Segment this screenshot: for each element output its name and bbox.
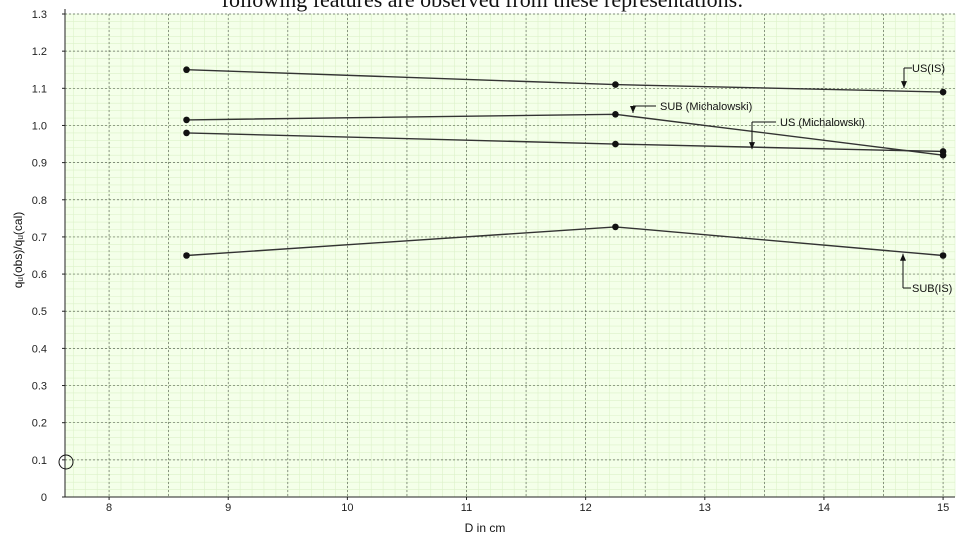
y-tick-label: 0.5 xyxy=(32,306,47,318)
y-tick-label: 1.1 xyxy=(32,83,47,95)
tick-labels: 8 9 10 11 12 13 14 15 0 0.1 0.2 0.3 0.4 0.5 0.6 0.7 0.8 0… xyxy=(32,9,950,514)
x-tick-label: 15 xyxy=(937,502,949,514)
annotation-sub-is: SUB(IS) xyxy=(912,283,952,295)
x-tick-label: 11 xyxy=(461,502,472,514)
data-point xyxy=(183,66,190,74)
x-tick-label: 13 xyxy=(699,502,711,514)
data-point xyxy=(612,111,619,118)
y-tick-label: 0.7 xyxy=(32,232,47,244)
data-points xyxy=(183,66,947,259)
y-tick-label: 1.2 xyxy=(32,46,47,58)
y-tick-label: 1.0 xyxy=(32,120,47,132)
y-axis-label: qᵤ(obs)/qᵤ(cal) xyxy=(11,212,25,289)
annotation-sub-michalowski: SUB (Michalowski) xyxy=(660,101,752,113)
data-point xyxy=(183,252,190,259)
data-point xyxy=(939,252,947,259)
x-tick-label: 14 xyxy=(818,502,830,514)
annotation-us-michalowski: US (Michalowski) xyxy=(780,117,865,129)
data-point xyxy=(939,148,947,155)
y-tick-label: 0.4 xyxy=(32,343,47,355)
x-tick-label: 12 xyxy=(580,502,592,514)
y-tick-label: 1.3 xyxy=(32,9,47,21)
x-tick-label: 10 xyxy=(341,502,353,514)
y-tick-label: 0 xyxy=(41,492,47,504)
annotation-us-is-arrowhead xyxy=(901,81,907,89)
annotation-us-is: US(IS) xyxy=(912,63,945,75)
grid xyxy=(65,13,956,498)
x-axis-label: D in cm xyxy=(465,521,506,535)
caption-text: following features are observed from the… xyxy=(0,0,965,13)
y-tick-label: 0.1 xyxy=(32,455,47,467)
y-tick-label: 0.8 xyxy=(32,195,47,207)
y-tick-label: 0.3 xyxy=(32,381,47,393)
data-point xyxy=(612,81,619,88)
data-point xyxy=(183,116,190,124)
annotation-sub-michalowski-arrowhead xyxy=(630,106,636,114)
y-tick-label: 0.9 xyxy=(32,158,47,170)
data-point xyxy=(612,223,619,231)
annotation-sub-is-arrowhead xyxy=(900,253,906,261)
data-point xyxy=(183,129,190,137)
data-point xyxy=(939,88,947,96)
data-point xyxy=(612,140,619,148)
annotation-us-michalowski-arrowhead xyxy=(749,142,755,150)
axes xyxy=(64,9,955,498)
y-tick-label: 0.6 xyxy=(32,269,47,281)
plot-background xyxy=(65,14,955,497)
annotations: US(IS) SUB (Michalowski) US (Michalowski) S… xyxy=(630,63,952,295)
plot-area xyxy=(65,14,955,497)
origin-circle-marker xyxy=(58,454,74,470)
x-tick-label: 8 xyxy=(106,502,112,514)
x-tick-label: 9 xyxy=(225,502,231,514)
y-tick-label: 0.2 xyxy=(32,418,47,430)
